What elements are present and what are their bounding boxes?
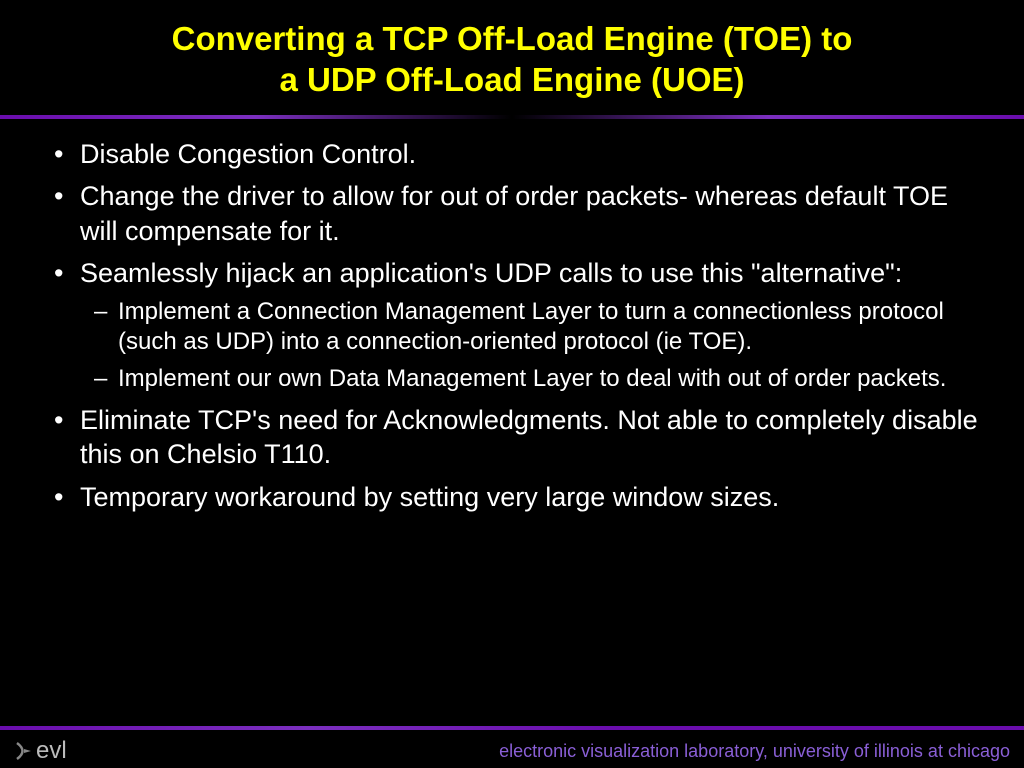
title-line-1: Converting a TCP Off-Load Engine (TOE) t…: [172, 20, 853, 57]
list-item: Change the driver to allow for out of or…: [44, 179, 980, 248]
slide-body: Disable Congestion Control. Change the d…: [0, 119, 1024, 515]
bullet-text: Seamlessly hijack an application's UDP c…: [80, 258, 902, 288]
slide-title-area: Converting a TCP Off-Load Engine (TOE) t…: [0, 0, 1024, 115]
logo-arc-icon: [14, 739, 34, 763]
title-line-2: a UDP Off-Load Engine (UOE): [279, 61, 744, 98]
sub-bullet-list: Implement a Connection Management Layer …: [80, 297, 980, 395]
sub-list-item: Implement a Connection Management Layer …: [80, 297, 980, 358]
slide-title: Converting a TCP Off-Load Engine (TOE) t…: [40, 18, 984, 101]
list-item: Temporary workaround by setting very lar…: [44, 480, 980, 515]
sub-bullet-text: Implement our own Data Management Layer …: [118, 365, 946, 392]
bullet-text: Disable Congestion Control.: [80, 139, 416, 169]
sub-bullet-text: Implement a Connection Management Layer …: [118, 298, 944, 356]
evl-logo: evl: [14, 737, 67, 765]
logo-text: evl: [36, 737, 67, 765]
footer-attribution: electronic visualization laboratory, uni…: [499, 741, 1010, 762]
list-item: Eliminate TCP's need for Acknowledgments…: [44, 403, 980, 472]
slide-footer: evl electronic visualization laboratory,…: [0, 726, 1024, 768]
bullet-text: Temporary workaround by setting very lar…: [80, 482, 779, 512]
list-item: Disable Congestion Control.: [44, 137, 980, 172]
bullet-text: Change the driver to allow for out of or…: [80, 181, 948, 246]
bullet-list: Disable Congestion Control. Change the d…: [44, 137, 980, 515]
list-item: Seamlessly hijack an application's UDP c…: [44, 256, 980, 395]
footer-row: evl electronic visualization laboratory,…: [0, 730, 1024, 768]
sub-list-item: Implement our own Data Management Layer …: [80, 364, 980, 395]
bullet-text: Eliminate TCP's need for Acknowledgments…: [80, 405, 978, 470]
